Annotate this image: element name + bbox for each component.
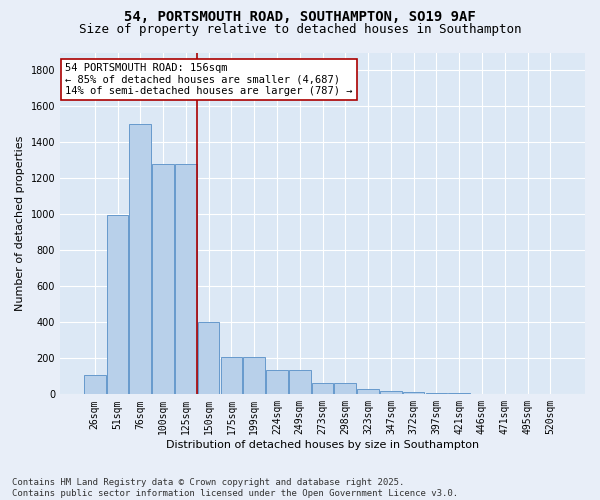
Bar xyxy=(448,392,470,394)
Bar xyxy=(175,164,197,394)
Text: 54 PORTSMOUTH ROAD: 156sqm
← 85% of detached houses are smaller (4,687)
14% of s: 54 PORTSMOUTH ROAD: 156sqm ← 85% of deta… xyxy=(65,63,353,96)
X-axis label: Distribution of detached houses by size in Southampton: Distribution of detached houses by size … xyxy=(166,440,479,450)
Bar xyxy=(107,216,128,394)
Bar xyxy=(289,370,311,394)
Bar xyxy=(266,370,288,394)
Text: Contains HM Land Registry data © Crown copyright and database right 2025.
Contai: Contains HM Land Registry data © Crown c… xyxy=(12,478,458,498)
Bar xyxy=(312,382,334,394)
Text: 54, PORTSMOUTH ROAD, SOUTHAMPTON, SO19 9AF: 54, PORTSMOUTH ROAD, SOUTHAMPTON, SO19 9… xyxy=(124,10,476,24)
Text: Size of property relative to detached houses in Southampton: Size of property relative to detached ho… xyxy=(79,22,521,36)
Y-axis label: Number of detached properties: Number of detached properties xyxy=(15,136,25,311)
Bar xyxy=(84,376,106,394)
Bar xyxy=(403,392,424,394)
Bar xyxy=(425,392,447,394)
Bar xyxy=(244,356,265,395)
Bar xyxy=(130,124,151,394)
Bar xyxy=(152,164,174,394)
Bar xyxy=(334,382,356,394)
Bar xyxy=(198,322,220,394)
Bar xyxy=(380,390,401,394)
Bar xyxy=(221,356,242,395)
Bar xyxy=(357,389,379,394)
